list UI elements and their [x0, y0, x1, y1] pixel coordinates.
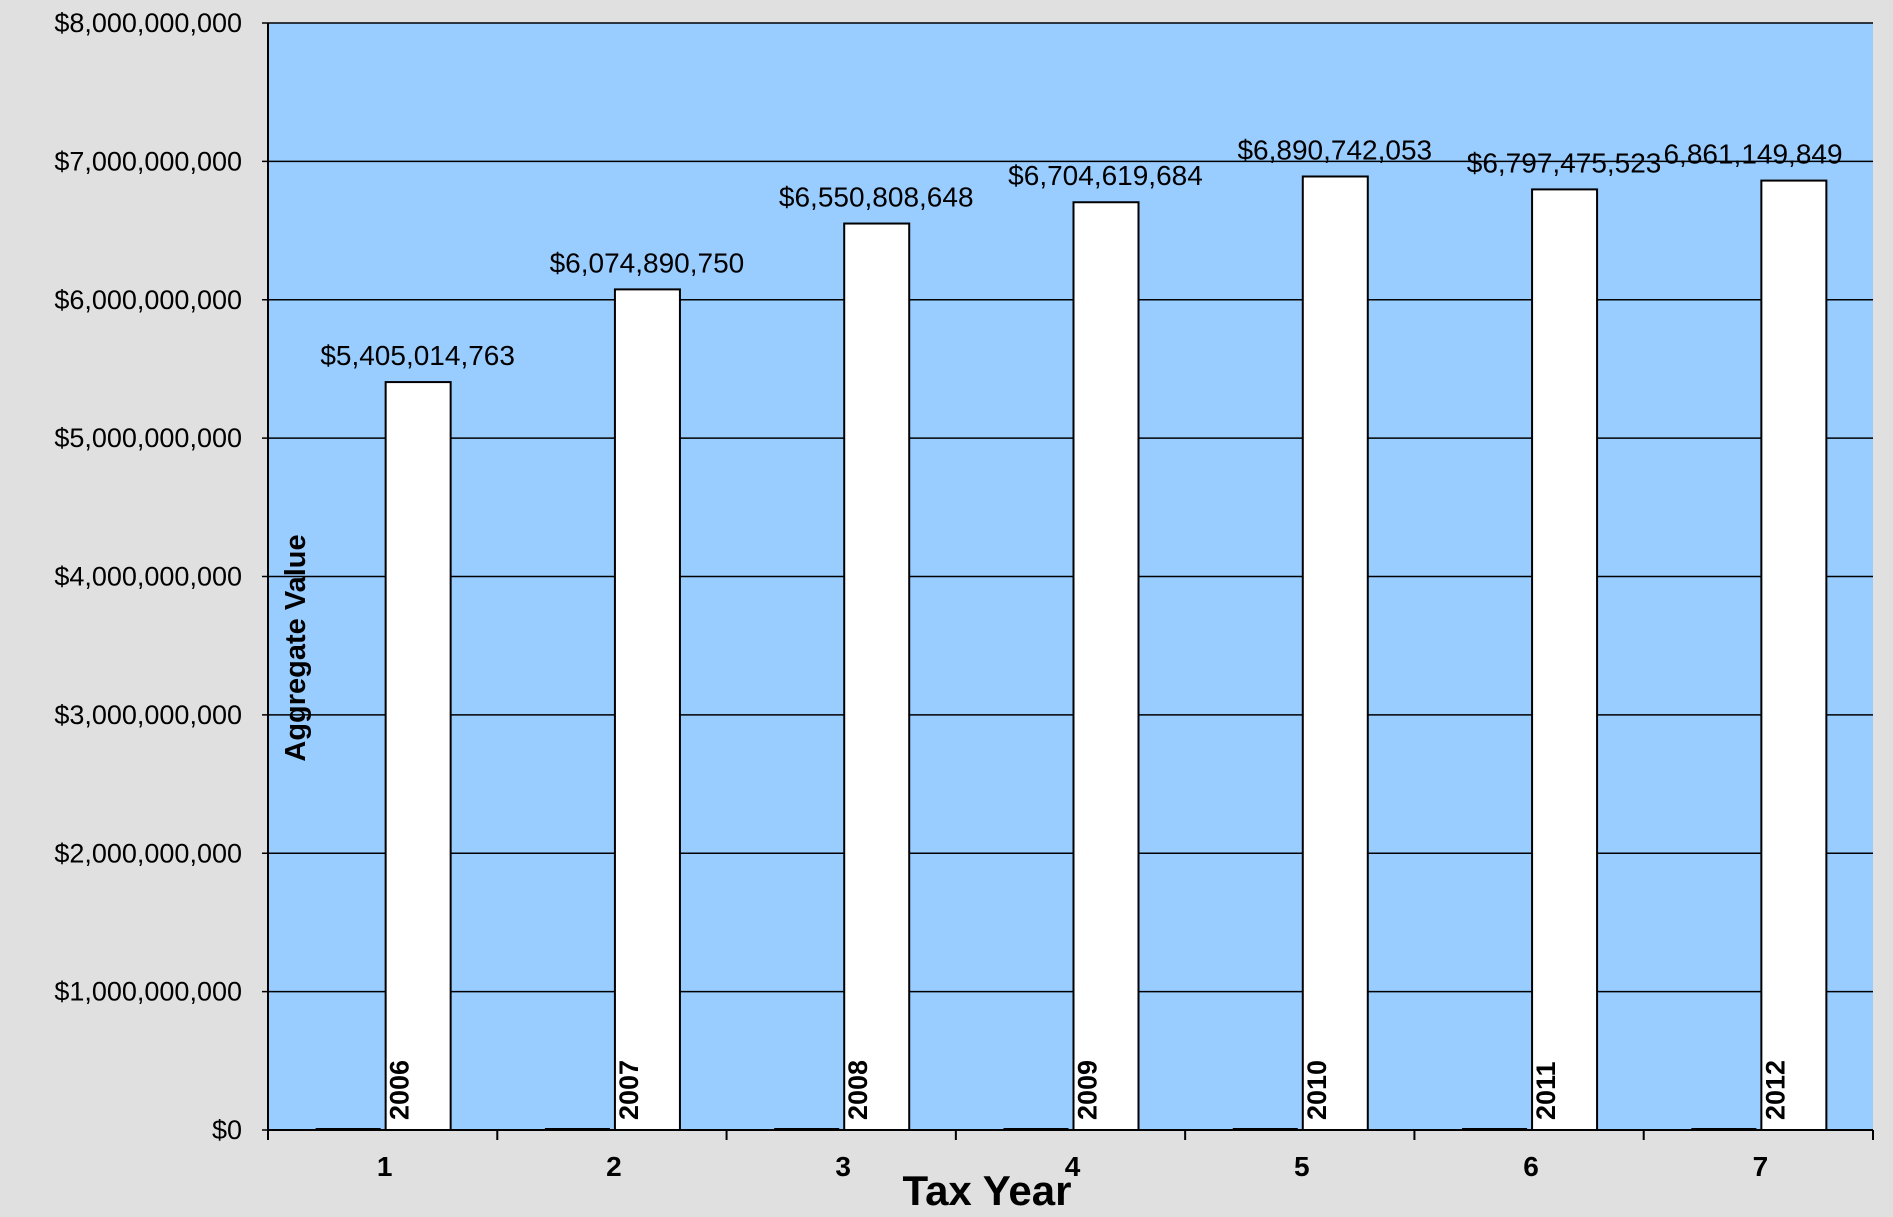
x-axis-title: Tax Year — [903, 1167, 1072, 1212]
bar-series-1 — [1462, 1128, 1528, 1130]
bar — [1531, 188, 1599, 1131]
bar-series-1 — [774, 1128, 840, 1130]
data-label: $6,797,475,523 — [1467, 147, 1662, 178]
data-label: $6,704,619,684 — [1008, 160, 1203, 191]
y-tick-label: $4,000,000,000 — [54, 562, 242, 592]
x-tick-label: 4 — [1065, 1151, 1081, 1182]
data-label: $5,405,014,763 — [320, 340, 515, 371]
bar-year-label: 2008 — [843, 1060, 873, 1120]
x-tick-label: 6 — [1523, 1151, 1539, 1182]
y-tick-label: $0 — [212, 1115, 242, 1145]
y-tick-label: $5,000,000,000 — [54, 423, 242, 453]
bar — [384, 381, 452, 1132]
data-label: $6,550,808,648 — [779, 182, 974, 213]
y-tick-label: $6,000,000,000 — [54, 285, 242, 315]
y-tick-label: $8,000,000,000 — [54, 8, 242, 38]
y-axis-title: Aggregate Value — [280, 534, 312, 761]
bar-year-label: 2010 — [1302, 1060, 1332, 1120]
y-tick-label: $1,000,000,000 — [54, 977, 242, 1007]
bar-year-label: 2012 — [1760, 1060, 1790, 1120]
bar — [1301, 175, 1369, 1131]
x-tick-label: 1 — [377, 1151, 393, 1182]
data-label: $6,074,890,750 — [550, 247, 745, 278]
data-label: $6,890,742,053 — [1237, 134, 1432, 165]
bar — [1760, 179, 1828, 1132]
bar-series-1 — [1691, 1128, 1757, 1130]
bar — [1072, 201, 1140, 1132]
x-tick-label: 3 — [835, 1151, 851, 1182]
bar-series-1 — [1232, 1128, 1298, 1130]
y-tick-label: $7,000,000,000 — [54, 146, 242, 176]
bar-series-1 — [315, 1128, 381, 1130]
bar-series-1 — [544, 1128, 610, 1130]
data-label: 6,861,149,849 — [1663, 139, 1842, 170]
bar-year-label: 2009 — [1073, 1060, 1103, 1120]
y-tick-label: $2,000,000,000 — [54, 838, 242, 868]
y-tick-label: $3,000,000,000 — [54, 700, 242, 730]
bar-year-label: 2007 — [614, 1060, 644, 1120]
bar — [613, 288, 681, 1132]
bar-series-1 — [1003, 1128, 1069, 1130]
bar — [843, 222, 911, 1131]
x-tick-label: 7 — [1753, 1151, 1769, 1182]
bar-year-label: 2011 — [1531, 1061, 1561, 1120]
x-tick-label: 2 — [606, 1151, 622, 1182]
x-tick-label: 5 — [1294, 1151, 1310, 1182]
bar-year-label: 2006 — [385, 1060, 415, 1120]
